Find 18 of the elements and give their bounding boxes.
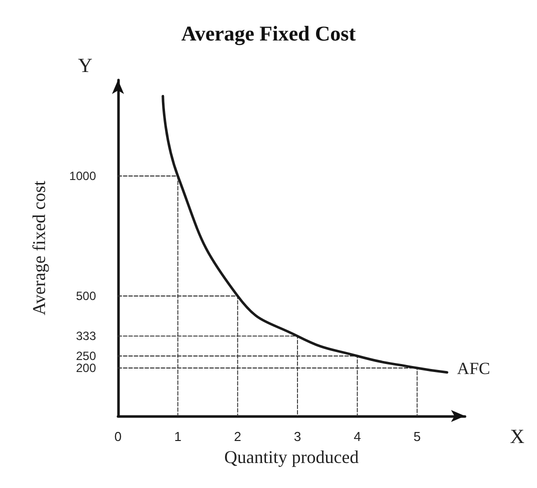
y-tick-label: 333 [76,329,96,344]
x-tick-label: 1 [174,429,182,444]
x-tick-label: 4 [354,429,361,444]
chart-title: Average Fixed Cost [181,22,356,46]
y-tick-label: 250 [76,349,96,363]
y-axis-title: Average fixed cost [29,180,49,316]
x-tick-label: 5 [414,429,421,444]
y-tick-label: 500 [76,289,96,303]
x-tick-label: 2 [234,429,242,444]
text: X [510,426,525,448]
x-tick-label: 3 [294,429,302,444]
line-series [162,94,448,374]
x-tick-label: 0 [114,429,122,444]
x-axis-title: Quantity produced [224,447,359,467]
y-tick-label: 1000 [69,169,96,183]
series-label: AFC [457,358,490,378]
y-tick-label: 200 [76,361,96,375]
text: Y [78,55,92,77]
